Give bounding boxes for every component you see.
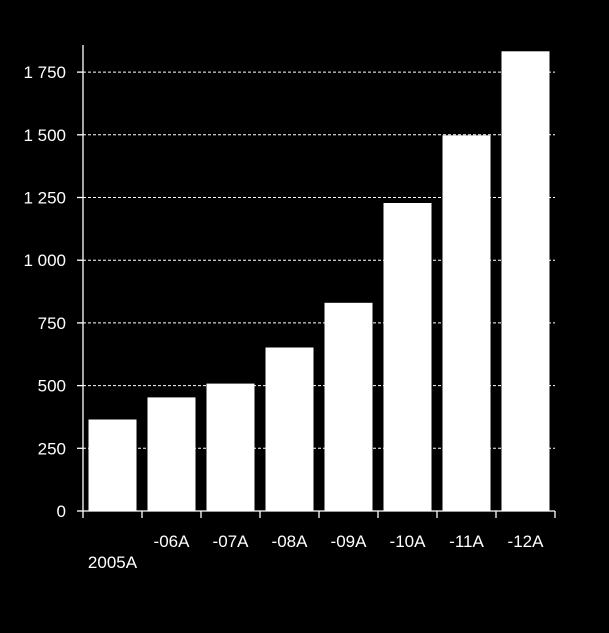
x-tick-label-6: -11A bbox=[449, 532, 484, 551]
x-tick-label-2: -07A bbox=[213, 532, 250, 551]
y-tick-labels: 0 250 500 750 1 000 1 250 1 500 1 750 bbox=[23, 63, 66, 521]
y-tick-label-7: 1 750 bbox=[23, 63, 66, 82]
x-tick-label-0: 2005A bbox=[88, 553, 138, 572]
axes bbox=[77, 45, 556, 518]
bar-7 bbox=[501, 51, 550, 512]
bar-5 bbox=[383, 203, 432, 511]
x-tick-label-5: -10A bbox=[390, 532, 427, 551]
bar-3 bbox=[265, 347, 314, 511]
y-tick-label-2: 500 bbox=[38, 377, 66, 396]
x-tick-label-7: -12A bbox=[508, 532, 545, 551]
x-tick-label-1: -06A bbox=[154, 532, 191, 551]
x-tick-labels: 2005A -06A -07A -08A -09A -10A -11A -12A bbox=[88, 532, 544, 572]
y-tick-label-6: 1 500 bbox=[23, 126, 66, 145]
y-tick-label-5: 1 250 bbox=[23, 189, 66, 208]
gridlines bbox=[83, 71, 555, 449]
x-tick-label-3: -08A bbox=[272, 532, 309, 551]
bar-1 bbox=[147, 397, 196, 511]
bars bbox=[88, 51, 550, 512]
bar-2 bbox=[206, 383, 255, 511]
x-tick-label-4: -09A bbox=[331, 532, 368, 551]
y-tick-label-1: 250 bbox=[38, 439, 66, 458]
y-tick-label-4: 1 000 bbox=[23, 251, 66, 270]
y-tick-label-3: 750 bbox=[38, 314, 66, 333]
bar-6 bbox=[442, 135, 491, 512]
bar-0 bbox=[88, 419, 137, 511]
bar-4 bbox=[324, 302, 373, 511]
y-tick-label-0: 0 bbox=[57, 502, 66, 521]
